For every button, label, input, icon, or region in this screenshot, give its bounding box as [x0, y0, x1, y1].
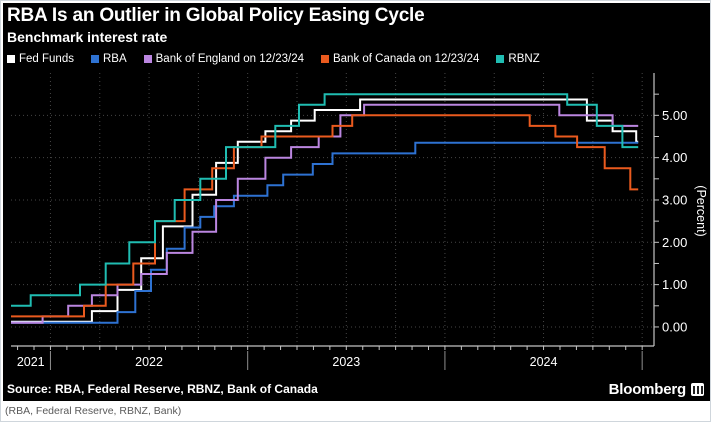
series-line-rba	[11, 141, 639, 324]
legend-swatch-rbnz	[496, 55, 505, 63]
legend-swatch-rba	[90, 55, 99, 63]
image-caption: (RBA, Federal Reserve, RBNZ, Bank)	[5, 405, 182, 417]
series-line-fed-funds	[11, 98, 639, 323]
y-axis-tick-label: 3.00	[662, 192, 687, 207]
y-axis-tick-label: 2.00	[662, 235, 687, 250]
legend-swatch-bank-of-canada	[320, 55, 329, 63]
x-axis-year-label: 2023	[332, 355, 360, 369]
legend-label-rba: RBA	[102, 53, 127, 65]
legend-label-rbnz: RBNZ	[508, 53, 540, 65]
bloomberg-terminal-icon	[691, 382, 704, 396]
legend-swatch-bank-of-england	[143, 55, 152, 63]
legend-item-bank-of-england: Bank of England on 12/23/24	[143, 53, 304, 65]
source-bar: Source: RBA, Federal Reserve, RBNZ, Bank…	[7, 379, 704, 399]
rates-step-chart: 2021 2022 2023 2024 0.00 1.00 2.00 3.00 4.00 5.00…	[11, 73, 708, 370]
bloomberg-chart-panel: RBA Is an Outlier in Global Policy Easin…	[3, 3, 710, 401]
legend-swatch-fed-funds	[7, 55, 15, 63]
x-axis-year-label: 2021	[17, 355, 45, 369]
legend-item-rbnz: RBNZ	[496, 53, 540, 65]
y-axis-title: (Percent)	[694, 185, 707, 236]
series-line-bank-of-canada	[11, 114, 639, 318]
chart-subtitle: Benchmark interest rate	[7, 29, 168, 45]
x-axis-year-label: 2024	[530, 355, 558, 369]
series-line-rbnz	[11, 93, 639, 307]
source-text: Source: RBA, Federal Reserve, RBNZ, Bank…	[7, 382, 318, 396]
legend-label-bank-of-canada: Bank of Canada on 12/23/24	[332, 53, 480, 65]
chart-legend: Fed Funds RBA Bank of England on 12/23/24 B…	[7, 53, 540, 65]
legend-item-rba: RBA	[90, 53, 127, 65]
legend-item-bank-of-canada: Bank of Canada on 12/23/24	[320, 53, 480, 65]
bloomberg-wordmark: Bloomberg	[608, 380, 687, 398]
legend-label-bank-of-england: Bank of England on 12/23/24	[155, 53, 304, 65]
legend-item-fed-funds: Fed Funds	[7, 53, 74, 65]
y-axis-tick-label: 1.00	[662, 277, 687, 292]
legend-label-fed-funds: Fed Funds	[19, 53, 74, 65]
y-axis-tick-label: 5.00	[662, 108, 687, 123]
y-axis-tick-label: 4.00	[662, 150, 687, 165]
y-axis-tick-label: 0.00	[662, 319, 687, 334]
bloomberg-logo: Bloomberg	[609, 381, 704, 398]
x-axis-year-label: 2022	[135, 355, 163, 369]
series-line-bank-of-england	[11, 103, 639, 324]
chart-plot-area: 2021 2022 2023 2024 0.00 1.00 2.00 3.00 4.00 5.00…	[11, 73, 708, 375]
chart-title: RBA Is an Outlier in Global Policy Easin…	[7, 5, 425, 26]
